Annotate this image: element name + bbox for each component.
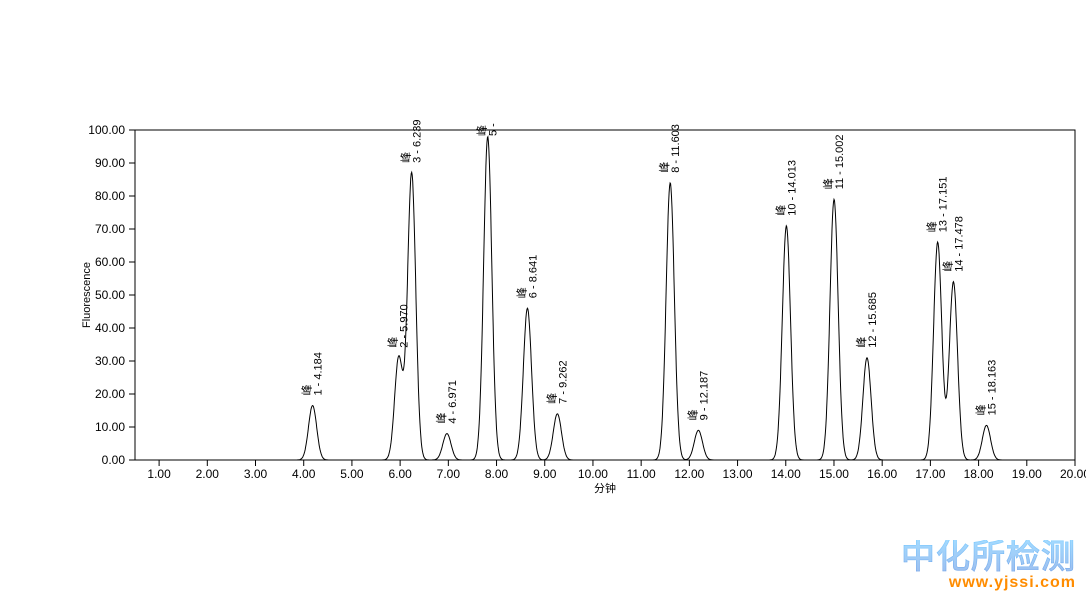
y-tick-label: 40.00 — [95, 321, 125, 335]
y-tick-label: 70.00 — [95, 222, 125, 236]
chromatogram-plot: 0.0010.0020.0030.0040.0050.0060.0070.008… — [80, 120, 1020, 450]
peak-label: 5 - 7.817 — [488, 120, 500, 136]
x-tick-label: 20.00 — [1060, 467, 1086, 481]
x-tick-label: 18.00 — [964, 467, 994, 481]
y-tick-label: 90.00 — [95, 156, 125, 170]
x-tick-label: 4.00 — [292, 467, 316, 481]
x-axis-title: 分钟 — [594, 481, 616, 495]
y-tick-label: 60.00 — [95, 255, 125, 269]
peak-label: 14 - 17.478 — [953, 216, 965, 272]
peak-label: 4 - 6.971 — [447, 380, 459, 423]
y-tick-label: 30.00 — [95, 354, 125, 368]
peak-label: 2 - 5.970 — [399, 304, 411, 347]
y-tick-label: 50.00 — [95, 288, 125, 302]
x-tick-label: 17.00 — [915, 467, 945, 481]
x-tick-label: 11.00 — [627, 467, 656, 481]
peak-label: 12 - 15.685 — [867, 292, 879, 348]
y-tick-label: 10.00 — [95, 420, 125, 434]
x-tick-label: 15.00 — [819, 467, 849, 481]
x-tick-label: 19.00 — [1012, 467, 1042, 481]
peak-label: 3 - 6.239 — [412, 120, 424, 163]
x-tick-label: 5.00 — [340, 467, 364, 481]
x-tick-label: 16.00 — [867, 467, 897, 481]
x-tick-label: 6.00 — [388, 467, 412, 481]
peak-label: 15 - 18.163 — [986, 360, 998, 416]
watermark-url: www.yjssi.com — [901, 575, 1076, 592]
x-tick-label: 10.00 — [578, 467, 608, 481]
peak-label: 7 - 9.262 — [557, 360, 569, 403]
peak-label: 9 - 12.187 — [698, 371, 710, 421]
watermark-cn: 中化所检测 — [901, 540, 1076, 576]
axes-frame — [135, 130, 1075, 460]
peak-label: 1 - 4.184 — [313, 352, 325, 395]
x-tick-label: 14.00 — [771, 467, 801, 481]
y-axis-title: Fluorescence — [81, 262, 93, 328]
chromatogram-figure: { "canvas": {"width":1086,"height":600},… — [0, 0, 1086, 600]
x-tick-label: 1.00 — [147, 467, 171, 481]
y-tick-label: 20.00 — [95, 387, 125, 401]
watermark: 中化所检测 www.yjssi.com — [901, 540, 1076, 592]
y-tick-label: 80.00 — [95, 189, 125, 203]
x-tick-label: 13.00 — [723, 467, 753, 481]
y-tick-label: 0.00 — [102, 453, 126, 467]
chromatogram-trace — [135, 137, 1075, 460]
peak-label: 13 - 17.151 — [938, 177, 950, 233]
x-tick-label: 12.00 — [674, 467, 704, 481]
peak-label: 8 - 11.603 — [670, 124, 682, 173]
x-tick-label: 7.00 — [437, 467, 461, 481]
x-tick-label: 2.00 — [196, 467, 220, 481]
peak-label: 10 - 14.013 — [786, 160, 798, 216]
x-tick-label: 3.00 — [244, 467, 268, 481]
peak-label: 6 - 8.641 — [527, 255, 539, 298]
x-tick-label: 8.00 — [485, 467, 509, 481]
chromatogram-svg: 0.00 10.00 20.00 30.00 40.00 50.00 60.00 70.00 8… — [80, 120, 1086, 500]
x-tick-label: 9.00 — [533, 467, 557, 481]
peak-label: 11 - 15.002 — [834, 134, 846, 189]
y-tick-label: 100.00 — [88, 123, 125, 137]
